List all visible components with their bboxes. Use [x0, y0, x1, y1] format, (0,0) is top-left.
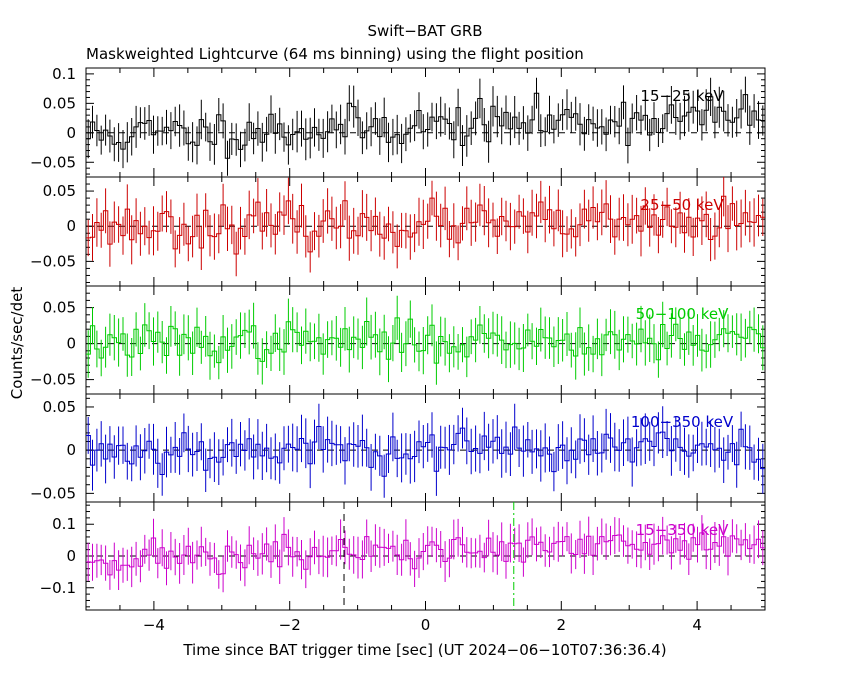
x-tick-label: 0 [421, 616, 431, 634]
chart-subtitle: Maskweighted Lightcurve (64 ms binning) … [86, 45, 584, 63]
error-bars [87, 76, 764, 176]
error-bars [87, 177, 764, 277]
x-axis-label: Time since BAT trigger time [sec] (UT 20… [182, 641, 666, 659]
error-bars [87, 295, 764, 385]
error-bars [87, 403, 764, 498]
panel-3: −0.05 0 0.05 50−100 keV [30, 285, 766, 395]
lightcurve-step [86, 317, 765, 364]
y-tick-label: 0 [66, 441, 76, 459]
band-label: 50−100 keV [636, 305, 729, 323]
y-tick-label: 0.1 [52, 515, 76, 533]
x-tick-label: −2 [279, 616, 301, 634]
y-tick-label: −0.05 [30, 371, 76, 389]
y-tick-label: −0.05 [30, 252, 76, 270]
y-tick-label: 0.05 [43, 299, 76, 317]
panel-1: −0.05 0 0.05 0.1 15−25 keV [30, 65, 766, 178]
y-tick-label: 0 [66, 335, 76, 353]
y-tick-label: 0 [66, 217, 76, 235]
panel-5: −0.1 0 0.1 15−350 keV −4 −2 0 2 4 [40, 501, 766, 634]
x-tick-label: 2 [557, 616, 567, 634]
band-label: 100−350 keV [631, 413, 734, 431]
error-bars [87, 515, 764, 593]
panel-4: −0.05 0 0.05 100−350 keV [30, 393, 766, 503]
chart-title: Swift−BAT GRB [367, 22, 482, 40]
band-label: 15−25 keV [640, 87, 724, 105]
band-label: 15−350 keV [636, 521, 729, 539]
y-tick-label: 0 [66, 547, 76, 565]
lightcurve-step [86, 426, 765, 477]
x-tick-label: 4 [692, 616, 702, 634]
y-tick-label: 0.1 [52, 65, 76, 83]
y-tick-label: −0.1 [40, 579, 76, 597]
panels-group: −0.05 0 0.05 0.1 15−25 keV −0.05 0 0.05 25−50 ke… [30, 65, 766, 634]
lightcurve-step [86, 92, 765, 159]
panel-2: −0.05 0 0.05 25−50 keV [30, 176, 766, 287]
x-tick-label: −4 [143, 616, 165, 634]
y-tick-label: 0 [66, 124, 76, 142]
y-tick-label: 0.05 [43, 94, 76, 112]
band-label: 25−50 keV [640, 196, 724, 214]
y-tick-label: −0.05 [30, 484, 76, 502]
y-tick-label: −0.05 [30, 153, 76, 171]
lightcurve-step [86, 195, 765, 255]
y-tick-label: 0.05 [43, 182, 76, 200]
y-axis-label: Counts/sec/det [8, 287, 26, 400]
y-tick-label: 0.05 [43, 398, 76, 416]
